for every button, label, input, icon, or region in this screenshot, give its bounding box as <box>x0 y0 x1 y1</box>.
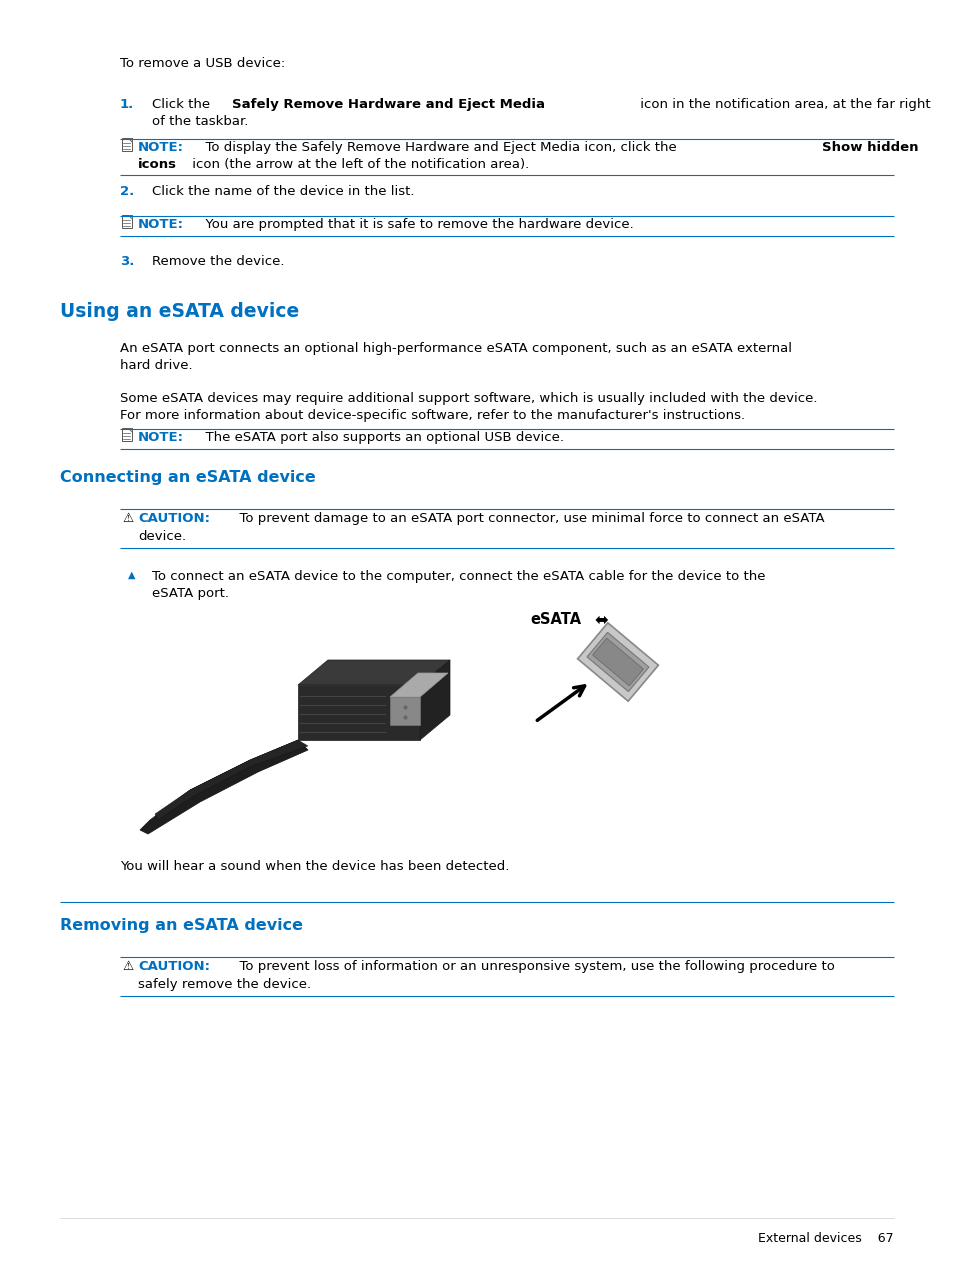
Text: NOTE:: NOTE: <box>138 218 184 231</box>
Text: You are prompted that it is safe to remove the hardware device.: You are prompted that it is safe to remo… <box>197 218 634 231</box>
Text: Click the: Click the <box>152 98 214 110</box>
Text: To prevent damage to an eSATA port connector, use minimal force to connect an eS: To prevent damage to an eSATA port conne… <box>231 512 823 525</box>
Text: To remove a USB device:: To remove a USB device: <box>120 57 285 70</box>
FancyBboxPatch shape <box>122 138 132 151</box>
Polygon shape <box>592 638 642 686</box>
Text: 2.: 2. <box>120 185 134 198</box>
Polygon shape <box>390 697 419 725</box>
Text: 3.: 3. <box>120 255 134 268</box>
Text: Show hidden: Show hidden <box>821 141 918 154</box>
Text: ⚠: ⚠ <box>122 512 133 525</box>
Polygon shape <box>128 428 132 432</box>
Text: hard drive.: hard drive. <box>120 359 193 372</box>
Text: ▲: ▲ <box>128 570 135 580</box>
Text: Removing an eSATA device: Removing an eSATA device <box>60 918 303 933</box>
Text: Safely Remove Hardware and Eject Media: Safely Remove Hardware and Eject Media <box>233 98 545 110</box>
Polygon shape <box>419 660 450 740</box>
Text: icon (the arrow at the left of the notification area).: icon (the arrow at the left of the notif… <box>188 157 529 171</box>
Text: eSATA port.: eSATA port. <box>152 587 229 599</box>
Polygon shape <box>297 685 419 740</box>
Polygon shape <box>297 660 450 685</box>
Text: To display the Safely Remove Hardware and Eject Media icon, click the: To display the Safely Remove Hardware an… <box>197 141 680 154</box>
Text: device.: device. <box>138 530 186 544</box>
Text: Some eSATA devices may require additional support software, which is usually inc: Some eSATA devices may require additiona… <box>120 392 817 405</box>
Text: Connecting an eSATA device: Connecting an eSATA device <box>60 470 315 485</box>
Text: ⚠: ⚠ <box>122 960 133 973</box>
Text: To connect an eSATA device to the computer, connect the eSATA cable for the devi: To connect an eSATA device to the comput… <box>152 570 764 583</box>
Text: External devices    67: External devices 67 <box>758 1232 893 1245</box>
Text: safely remove the device.: safely remove the device. <box>138 978 311 991</box>
Text: You will hear a sound when the device has been detected.: You will hear a sound when the device ha… <box>120 860 509 872</box>
Text: ⬌: ⬌ <box>595 611 608 629</box>
Text: Click the name of the device in the list.: Click the name of the device in the list… <box>152 185 414 198</box>
Text: NOTE:: NOTE: <box>138 141 184 154</box>
Text: CAUTION:: CAUTION: <box>138 960 210 973</box>
Text: 1.: 1. <box>120 98 134 110</box>
Text: eSATA: eSATA <box>530 612 580 627</box>
Polygon shape <box>128 138 132 142</box>
Text: For more information about device-specific software, refer to the manufacturer's: For more information about device-specif… <box>120 409 744 422</box>
Text: The eSATA port also supports an optional USB device.: The eSATA port also supports an optional… <box>197 431 564 444</box>
Text: icons: icons <box>138 157 177 171</box>
Text: To prevent loss of information or an unresponsive system, use the following proc: To prevent loss of information or an unr… <box>231 960 834 973</box>
Polygon shape <box>154 740 308 820</box>
FancyBboxPatch shape <box>122 215 132 229</box>
Polygon shape <box>390 673 448 697</box>
Text: Remove the device.: Remove the device. <box>152 255 284 268</box>
Text: NOTE:: NOTE: <box>138 431 184 444</box>
Text: CAUTION:: CAUTION: <box>138 512 210 525</box>
Text: of the taskbar.: of the taskbar. <box>152 116 248 128</box>
FancyBboxPatch shape <box>122 428 132 441</box>
Polygon shape <box>577 622 658 701</box>
Polygon shape <box>140 740 308 834</box>
Polygon shape <box>586 632 648 692</box>
Text: An eSATA port connects an optional high-performance eSATA component, such as an : An eSATA port connects an optional high-… <box>120 342 791 356</box>
Text: Using an eSATA device: Using an eSATA device <box>60 302 299 321</box>
Text: icon in the notification area, at the far right: icon in the notification area, at the fa… <box>636 98 930 110</box>
Polygon shape <box>128 215 132 218</box>
